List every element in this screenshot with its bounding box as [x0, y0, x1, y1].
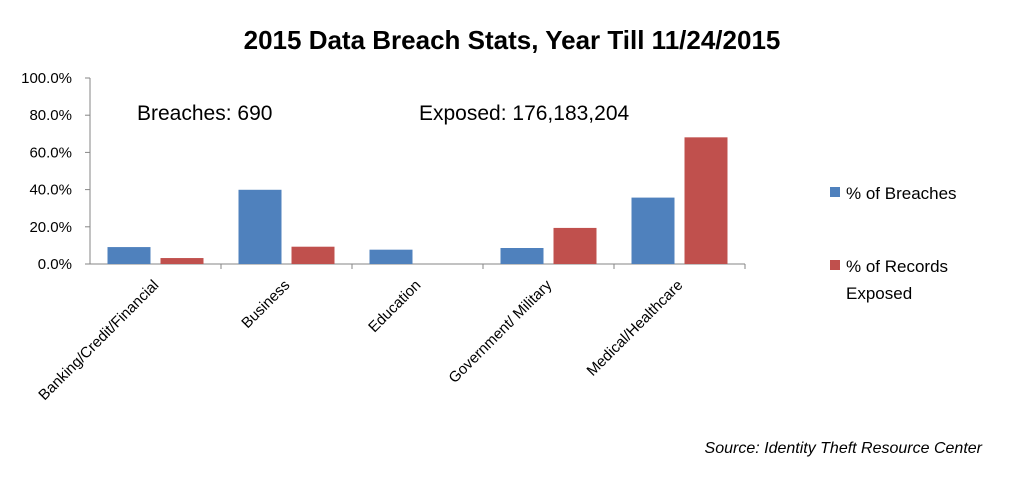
legend-label-breaches: % of Breaches: [846, 184, 957, 203]
x-tick-label: Medical/Healthcare: [584, 277, 687, 380]
legend-swatch-breaches: [830, 187, 840, 197]
bar: [369, 249, 413, 264]
bar: [631, 197, 675, 264]
x-tick-label: Banking/Credit/Financial: [35, 277, 162, 404]
bars: [107, 137, 728, 264]
exposed-annotation: Exposed: 176,183,204: [419, 102, 629, 125]
bar: [160, 258, 204, 264]
legend-label-records-line2: Exposed: [846, 284, 912, 303]
bar: [553, 227, 597, 264]
y-tick-label: 40.0%: [29, 182, 72, 199]
x-axis-ticks: Banking/Credit/Financial Business Educatio…: [35, 264, 746, 404]
bar: [684, 137, 728, 264]
y-tick-label: 100.0%: [21, 70, 72, 87]
legend-swatch-records: [830, 260, 840, 270]
x-tick-label: Business: [238, 277, 293, 332]
y-tick-label: 0.0%: [38, 256, 72, 273]
bar: [500, 248, 544, 264]
bar: [291, 246, 335, 264]
y-tick-label: 80.0%: [29, 107, 72, 124]
bar: [107, 247, 151, 264]
source-note: Source: Identity Theft Resource Center: [705, 440, 983, 457]
y-tick-label: 20.0%: [29, 219, 72, 236]
x-tick-label: Education: [365, 277, 424, 336]
legend-label-records-line1: % of Records: [846, 257, 948, 276]
bar: [238, 189, 282, 264]
y-axis-ticks: 0.0% 20.0% 40.0% 60.0% 80.0% 100.0%: [21, 70, 90, 273]
chart-title: 2015 Data Breach Stats, Year Till 11/24/…: [244, 25, 781, 55]
breaches-annotation: Breaches: 690: [137, 102, 272, 125]
x-tick-label: Government/ Military: [445, 276, 555, 386]
legend: % of Breaches % of Records Exposed: [830, 184, 957, 303]
legend-label-records: % of Records Exposed: [846, 257, 953, 303]
y-tick-label: 60.0%: [29, 144, 72, 161]
